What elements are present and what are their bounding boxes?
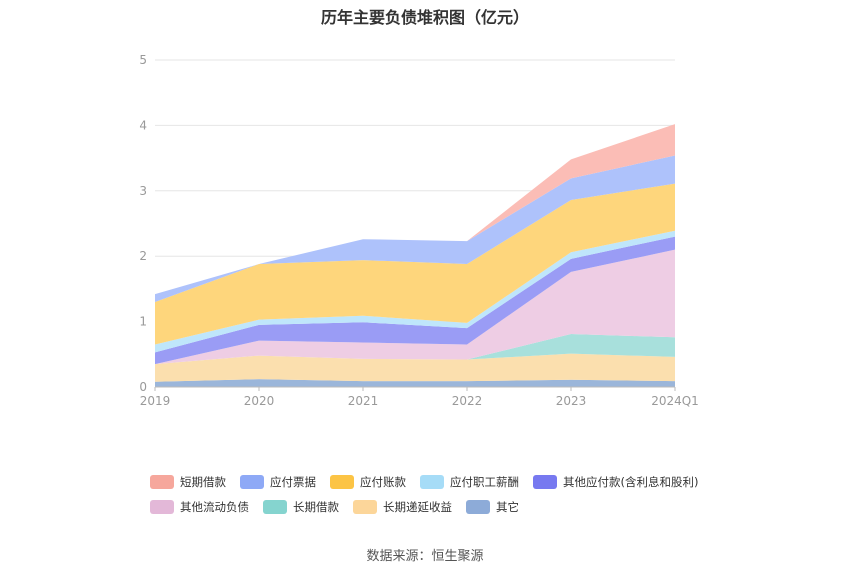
legend-label: 短期借款 (180, 475, 226, 489)
series-area (155, 379, 675, 387)
legend-item[interactable]: 其它 (466, 499, 519, 515)
y-tick-label: 4 (139, 118, 147, 132)
x-tick-label: 2022 (452, 394, 483, 408)
legend-item[interactable]: 应付账款 (330, 474, 406, 490)
x-tick-label: 2020 (244, 394, 275, 408)
x-tick-label: 2019 (140, 394, 171, 408)
legend-swatch (150, 475, 174, 489)
series-area (155, 249, 675, 365)
legend-item[interactable]: 长期借款 (263, 499, 339, 515)
y-tick-label: 0 (139, 380, 147, 394)
series-area (155, 230, 675, 353)
legend-item[interactable]: 短期借款 (150, 474, 226, 490)
series-area (155, 183, 675, 345)
legend-label: 其它 (496, 500, 519, 514)
legend-swatch (420, 475, 444, 489)
y-tick-label: 1 (139, 315, 147, 329)
legend-label: 应付票据 (270, 475, 316, 489)
legend-item[interactable]: 长期递延收益 (353, 499, 452, 515)
legend-swatch (240, 475, 264, 489)
data-source-note: 数据来源：恒生聚源 (366, 549, 484, 564)
y-tick-label: 3 (139, 184, 147, 198)
y-tick-label: 2 (139, 249, 147, 263)
legend-item[interactable]: 应付票据 (240, 474, 316, 490)
legend-label: 其他应付款(含利息和股利) (563, 475, 699, 489)
series-area (155, 236, 675, 365)
legend-label: 长期借款 (293, 500, 339, 514)
legend-swatch (353, 500, 377, 514)
legend-item[interactable]: 应付职工薪酬 (420, 474, 519, 490)
legend-swatch (533, 475, 557, 489)
legend-swatch (263, 500, 287, 514)
legend-swatch (466, 500, 490, 514)
legend-swatch (150, 500, 174, 514)
series-area (155, 155, 675, 302)
series-area (155, 334, 675, 365)
legend-label: 其他流动负债 (180, 500, 249, 514)
legend-item[interactable]: 其他应付款(含利息和股利) (533, 474, 698, 490)
y-tick-label: 5 (139, 53, 147, 67)
x-tick-label: 2021 (348, 394, 379, 408)
legend-row-1: 短期借款 应付票据 应付账款 应付职工薪酬 其他应付款(含利息和股利) (150, 474, 712, 490)
chart-title: 历年主要负债堆积图（亿元） (320, 8, 529, 27)
legend-label: 应付职工薪酬 (450, 475, 519, 489)
legend-row-2: 其他流动负债 长期借款 长期递延收益 其它 (150, 499, 533, 515)
x-tick-label: 2024Q1 (651, 394, 699, 408)
series-area (155, 353, 675, 382)
legend-swatch (330, 475, 354, 489)
legend-label: 应付账款 (360, 475, 406, 489)
x-tick-label: 2023 (556, 394, 587, 408)
legend-item[interactable]: 其他流动负债 (150, 499, 249, 515)
legend-label: 长期递延收益 (383, 500, 452, 514)
